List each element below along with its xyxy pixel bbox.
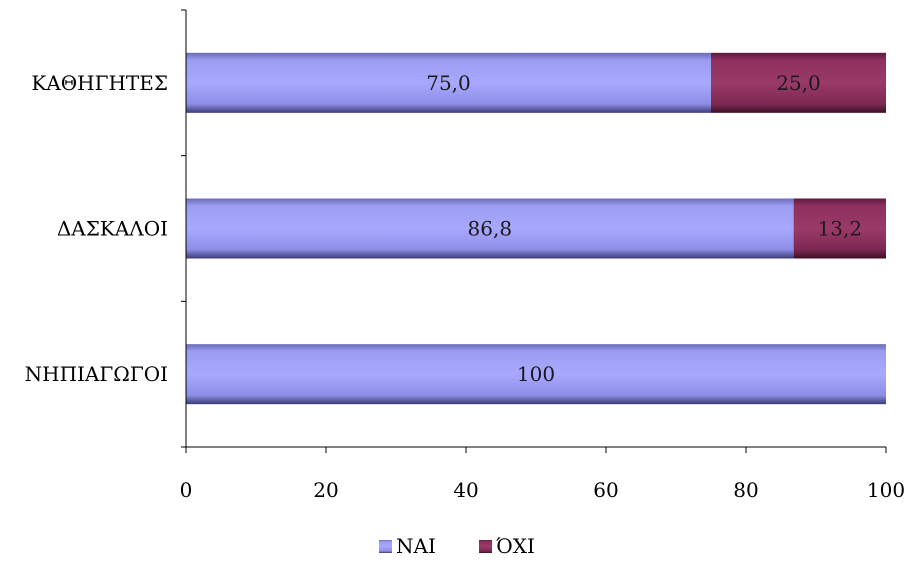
x-tick-label-0: 0 <box>180 478 193 502</box>
bars-group <box>186 52 886 405</box>
bar-series0-cat0 <box>186 52 711 113</box>
legend-label-1: ΌΧΙ <box>496 534 535 558</box>
axes-group: 0 20 40 60 80 100 <box>180 9 904 502</box>
bar-series1-cat1 <box>793 198 886 259</box>
data-label-series0-cat1: 86,8 <box>468 217 513 241</box>
labels-group: 75,0 25,0 ΚΑΘΗΓΗΤΕΣ 86,8 13,2 ΔΑΣΚΑΛΟΙ 100 ΝΗΠΙ… <box>25 71 862 386</box>
x-tick-label-1: 20 <box>313 478 338 502</box>
legend-swatch-0 <box>379 540 392 553</box>
x-tick-label-4: 80 <box>733 478 758 502</box>
legend: ΝΑΙ ΌΧΙ <box>379 534 535 558</box>
legend-label-0: ΝΑΙ <box>396 534 436 558</box>
x-tick-label-2: 40 <box>453 478 478 502</box>
data-label-series1-cat1: 13,2 <box>818 217 863 241</box>
x-tick-label-3: 60 <box>593 478 618 502</box>
category-label-1: ΔΑΣΚΑΛΟΙ <box>57 217 168 241</box>
data-label-series0-cat2: 100 <box>517 362 555 386</box>
bar-series0-cat2 <box>186 344 886 405</box>
legend-swatch-1 <box>479 540 492 553</box>
category-label-0: ΚΑΘΗΓΗΤΕΣ <box>31 71 168 95</box>
data-label-series1-cat0: 25,0 <box>776 71 821 95</box>
data-label-series0-cat0: 75,0 <box>426 71 471 95</box>
bar-series1-cat0 <box>711 52 886 113</box>
category-label-2: ΝΗΠΙΑΓΩΓΟΙ <box>25 362 168 386</box>
x-tick-label-5: 100 <box>867 478 904 502</box>
bar-series0-cat1 <box>186 198 794 259</box>
